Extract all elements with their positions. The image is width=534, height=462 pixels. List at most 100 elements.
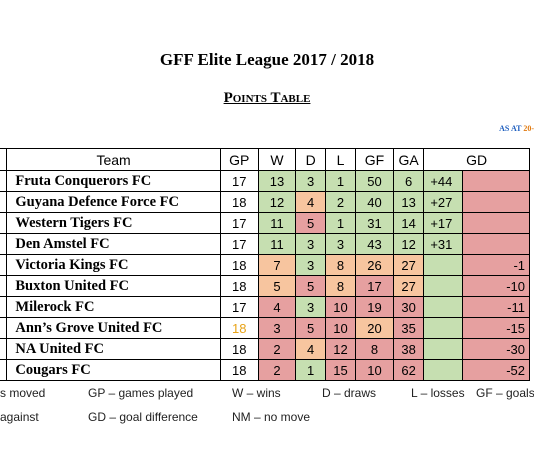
pos-cell: [0, 275, 8, 297]
table-row: Den Amstel FC 17 11 3 3 43 12 +31: [0, 233, 531, 255]
pos-cell: [0, 212, 8, 234]
table-body: Fruta Conquerors FC 17 13 3 1 50 6 +44 Guyana De…: [0, 170, 531, 381]
table-row: Western Tigers FC 17 11 5 1 31 14 +17: [0, 212, 531, 234]
team-cell: Guyana Defence Force FC: [6, 191, 221, 213]
gd-pos-cell: +27: [423, 191, 463, 213]
legend-w: W – wins: [232, 386, 281, 400]
gf-cell: 26: [355, 254, 394, 276]
team-cell: Milerock FC: [6, 296, 221, 318]
gf-cell: 19: [355, 296, 394, 318]
col-header-gf: GF: [355, 148, 394, 171]
col-header-pos: [0, 148, 8, 171]
team-cell: Western Tigers FC: [6, 212, 221, 234]
gp-cell: 17: [219, 296, 259, 318]
d-cell: 4: [295, 338, 327, 360]
team-cell: Den Amstel FC: [6, 233, 221, 255]
gd-neg-cell: -30: [461, 338, 531, 360]
w-cell: 2: [257, 359, 297, 381]
w-cell: 4: [257, 296, 297, 318]
l-cell: 3: [325, 233, 357, 255]
table-row: Fruta Conquerors FC 17 13 3 1 50 6 +44: [0, 170, 531, 192]
gp-cell: 18: [219, 359, 259, 381]
w-cell: 11: [257, 212, 297, 234]
as-at-label: AS AT 20-: [499, 124, 534, 133]
ga-cell: 62: [392, 359, 425, 381]
w-cell: 2: [257, 338, 297, 360]
l-cell: 1: [325, 212, 357, 234]
gd-neg-cell: [461, 233, 531, 255]
pos-cell: [0, 233, 8, 255]
ga-cell: 14: [392, 212, 425, 234]
l-cell: 15: [325, 359, 357, 381]
d-cell: 3: [295, 254, 327, 276]
gd-pos-cell: [423, 254, 463, 276]
table-subtitle: Points Table: [223, 90, 311, 106]
d-cell: 5: [295, 212, 327, 234]
team-cell: Cougars FC: [6, 359, 221, 381]
w-cell: 3: [257, 317, 297, 339]
team-cell: Fruta Conquerors FC: [6, 170, 221, 192]
gp-cell: 18: [219, 338, 259, 360]
table-row: Guyana Defence Force FC 18 12 4 2 40 13 +27: [0, 191, 531, 213]
gp-cell: 18: [219, 254, 259, 276]
w-cell: 7: [257, 254, 297, 276]
gd-pos-cell: [423, 296, 463, 318]
gd-pos-cell: [423, 275, 463, 297]
gf-cell: 8: [355, 338, 394, 360]
gf-cell: 20: [355, 317, 394, 339]
gf-cell: 40: [355, 191, 394, 213]
legend-nm: NM – no move: [232, 410, 311, 424]
gd-neg-cell: [461, 212, 531, 234]
l-cell: 8: [325, 275, 357, 297]
l-cell: 1: [325, 170, 357, 192]
gp-cell: 17: [219, 170, 259, 192]
ga-cell: 38: [392, 338, 425, 360]
gd-pos-cell: [423, 317, 463, 339]
ga-cell: 27: [392, 275, 425, 297]
ga-cell: 13: [392, 191, 425, 213]
gd-pos-cell: [423, 359, 463, 381]
d-cell: 3: [295, 170, 327, 192]
ga-cell: 30: [392, 296, 425, 318]
table-row: Ann’s Grove United FC 18 3 5 10 20 35 -15: [0, 317, 531, 339]
table-row: Buxton United FC 18 5 5 8 17 27 -10: [0, 275, 531, 297]
gp-cell: 18: [219, 275, 259, 297]
gd-pos-cell: +31: [423, 233, 463, 255]
gd-neg-cell: [461, 191, 531, 213]
gd-neg-cell: [461, 170, 531, 192]
col-header-w: W: [257, 148, 297, 171]
table-header-row: Team GP W D L GF GA GD: [0, 148, 530, 171]
l-cell: 10: [325, 317, 357, 339]
team-cell: Buxton United FC: [6, 275, 221, 297]
d-cell: 3: [295, 296, 327, 318]
d-cell: 3: [295, 233, 327, 255]
pos-cell: [0, 317, 8, 339]
gd-neg-cell: -1: [461, 254, 531, 276]
ga-cell: 6: [392, 170, 425, 192]
col-header-ga: GA: [392, 148, 425, 171]
gp-cell: 18: [219, 191, 259, 213]
gd-neg-cell: -10: [461, 275, 531, 297]
as-at-date: 20-: [523, 124, 534, 133]
gf-cell: 50: [355, 170, 394, 192]
l-cell: 2: [325, 191, 357, 213]
legend-gf: GF – goals: [476, 386, 534, 400]
col-header-d: D: [295, 148, 327, 171]
team-cell: Ann’s Grove United FC: [6, 317, 221, 339]
gp-cell: 18: [219, 317, 259, 339]
gd-neg-cell: -15: [461, 317, 531, 339]
d-cell: 5: [295, 275, 327, 297]
pos-cell: [0, 296, 8, 318]
table-row: NA United FC 18 2 4 12 8 38 -30: [0, 338, 531, 360]
legend-against: against: [0, 410, 39, 424]
team-cell: Victoria Kings FC: [6, 254, 221, 276]
w-cell: 12: [257, 191, 297, 213]
gf-cell: 10: [355, 359, 394, 381]
page-title: GFF Elite League 2017 / 2018: [159, 50, 375, 69]
pos-cell: [0, 170, 8, 192]
l-cell: 10: [325, 296, 357, 318]
table-row: Cougars FC 18 2 1 15 10 62 -52: [0, 359, 531, 381]
as-at-text: AS AT: [499, 124, 522, 133]
table-row: Victoria Kings FC 18 7 3 8 26 27 -1: [0, 254, 531, 276]
gf-cell: 43: [355, 233, 394, 255]
